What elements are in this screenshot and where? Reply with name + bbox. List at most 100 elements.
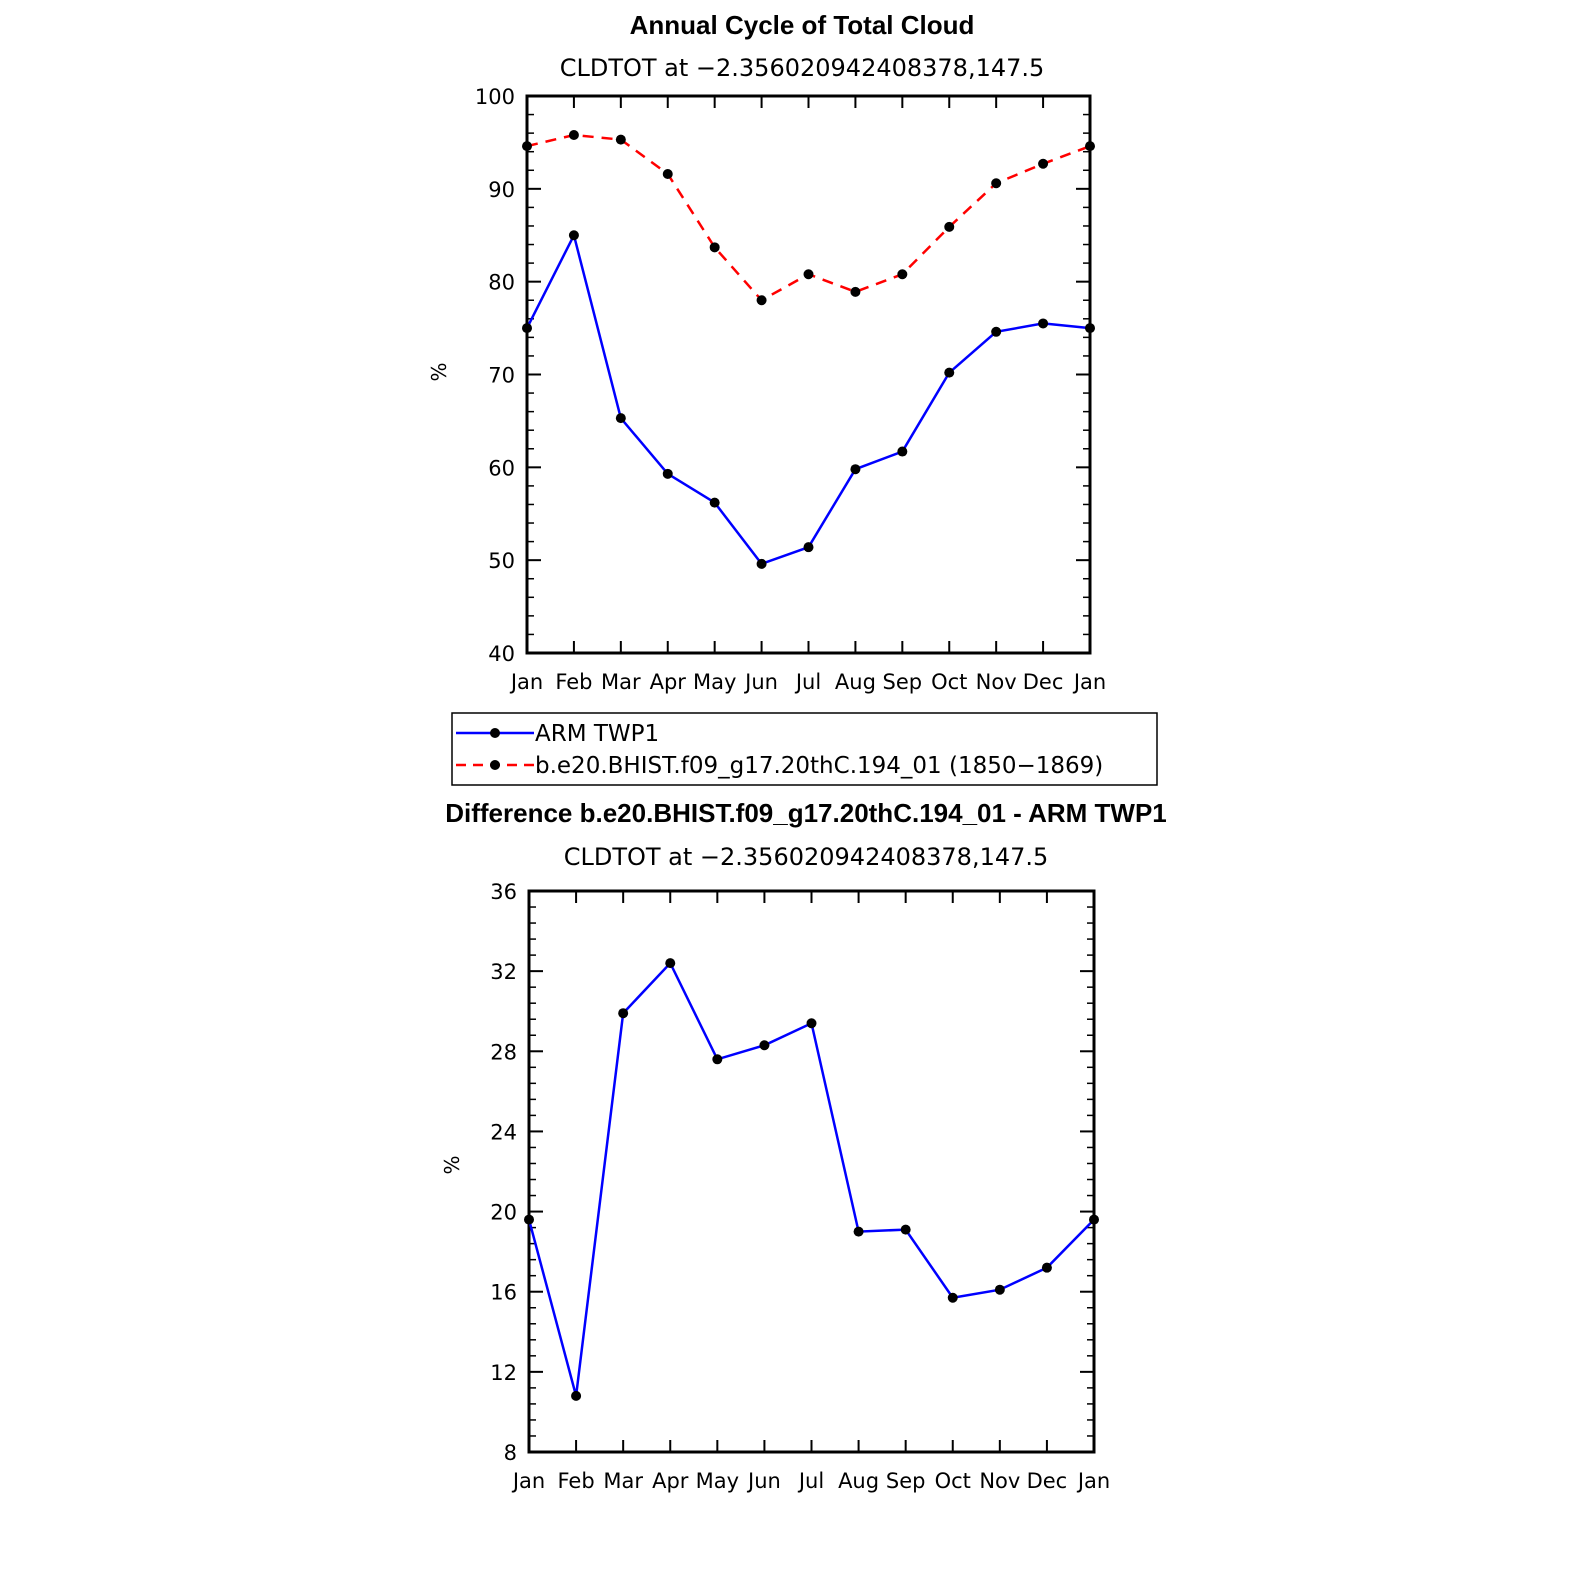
- data-point: [756, 295, 767, 306]
- plot-frame: [525, 94, 1092, 655]
- y-tick-label: 40: [488, 642, 515, 666]
- bottom-chart-title: Difference b.e20.BHIST.f09_g17.20thC.194…: [445, 798, 1167, 828]
- data-point: [1085, 141, 1095, 152]
- x-tick-label: Feb: [555, 670, 592, 694]
- y-tick-label: 80: [488, 271, 515, 295]
- bottom-chart: Difference b.e20.BHIST.f09_g17.20thC.194…: [440, 798, 1167, 1493]
- x-tick-label: Aug: [838, 1469, 879, 1493]
- y-tick-label: 28: [490, 1040, 517, 1064]
- data-point: [662, 468, 673, 479]
- x-tick-label: Sep: [883, 670, 923, 694]
- legend-marker-model: [490, 760, 500, 770]
- legend: ARM TWP1 b.e20.BHIST.f09_g17.20thC.194_0…: [451, 712, 1158, 786]
- x-tick-label: Aug: [835, 670, 876, 694]
- x-tick-label: Jan: [511, 1469, 545, 1493]
- x-tick-label: Jul: [797, 1469, 824, 1493]
- x-tick-label: Sep: [886, 1469, 926, 1493]
- data-point: [806, 1018, 817, 1029]
- x-tick-label: May: [693, 670, 736, 694]
- data-point: [522, 141, 532, 152]
- bottom-chart-axes: Jan Feb Mar Apr May Jun Jul Aug Sep Oct Nov Dec Jan 8…: [490, 880, 1110, 1493]
- x-tick-label: Oct: [935, 1469, 971, 1493]
- x-tick-label: Apr: [652, 1469, 689, 1493]
- data-point: [522, 323, 532, 334]
- legend-marker-arm-twp1: [490, 728, 500, 738]
- data-point: [662, 168, 673, 179]
- bottom-chart-ylabel: %: [440, 1155, 464, 1174]
- data-point: [853, 1226, 864, 1237]
- y-tick-label: 24: [490, 1120, 517, 1144]
- data-point: [947, 1292, 958, 1303]
- x-tick-label: Jan: [1076, 1469, 1110, 1493]
- data-point: [709, 497, 720, 508]
- data-point: [756, 558, 767, 569]
- bottom-chart-subtitle: CLDTOT at −2.356020942408378,147.5: [564, 843, 1049, 871]
- legend-label-model: b.e20.BHIST.f09_g17.20thC.194_01 (1850−1…: [535, 753, 1103, 779]
- x-tick-label: Jun: [746, 1469, 781, 1493]
- data-point: [615, 134, 626, 145]
- data-point: [897, 269, 908, 280]
- series-line-0: [525, 231, 1091, 566]
- data-point: [615, 413, 626, 424]
- data-point: [618, 1008, 629, 1019]
- data-point: [759, 1040, 770, 1051]
- data-point: [665, 958, 676, 969]
- x-tick-label: Feb: [557, 1469, 594, 1493]
- data-point: [524, 1214, 534, 1225]
- y-tick-label: 12: [490, 1361, 517, 1385]
- data-point: [900, 1224, 911, 1235]
- data-point: [568, 129, 579, 140]
- x-tick-label: Jul: [794, 670, 821, 694]
- x-tick-label: Dec: [1027, 1469, 1068, 1493]
- y-tick-label: 16: [490, 1281, 517, 1305]
- top-chart-title: Annual Cycle of Total Cloud: [630, 10, 975, 40]
- y-tick-label: 100: [475, 85, 515, 109]
- x-tick-label: May: [696, 1469, 739, 1493]
- data-point: [994, 1284, 1005, 1295]
- top-chart: Annual Cycle of Total Cloud CLDTOT at −2…: [427, 10, 1106, 694]
- y-tick-label: 32: [490, 960, 517, 984]
- x-tick-label: Jan: [1072, 670, 1106, 694]
- data-point: [897, 446, 908, 457]
- data-point: [850, 286, 861, 297]
- legend-label-arm-twp1: ARM TWP1: [535, 721, 659, 747]
- x-tick-label: Jun: [743, 670, 778, 694]
- data-point: [803, 542, 814, 553]
- plot-frame: [527, 889, 1096, 1454]
- x-tick-label: Nov: [979, 1469, 1020, 1493]
- top-chart-series: [522, 129, 1095, 569]
- data-point: [803, 269, 814, 280]
- data-point: [991, 178, 1002, 189]
- y-tick-label: 20: [490, 1201, 517, 1225]
- y-tick-label: 8: [504, 1441, 517, 1465]
- data-point: [568, 230, 579, 241]
- x-tick-label: Jan: [509, 670, 543, 694]
- data-point: [991, 326, 1002, 337]
- x-tick-label: Oct: [931, 670, 967, 694]
- data-point: [1085, 323, 1095, 334]
- x-tick-label: Dec: [1023, 670, 1064, 694]
- y-tick-label: 36: [490, 880, 517, 904]
- y-tick-label: 70: [488, 364, 515, 388]
- data-point: [850, 464, 861, 475]
- legend-box: [451, 712, 1158, 786]
- top-chart-axes: Jan Feb Mar Apr May Jun Jul Aug Sep Oct Nov Dec Jan 4…: [475, 85, 1106, 694]
- x-tick-label: Apr: [650, 670, 687, 694]
- data-point: [944, 221, 955, 232]
- y-tick-label: 90: [488, 178, 515, 202]
- data-point: [1089, 1214, 1099, 1225]
- x-tick-label: Mar: [601, 670, 641, 694]
- data-point: [1038, 158, 1049, 169]
- y-tick-label: 60: [488, 456, 515, 480]
- data-point: [571, 1390, 582, 1401]
- y-tick-label: 50: [488, 549, 515, 573]
- x-tick-label: Mar: [603, 1469, 643, 1493]
- data-point: [709, 242, 720, 253]
- data-point: [1038, 318, 1049, 329]
- data-point: [944, 367, 955, 378]
- top-chart-subtitle: CLDTOT at −2.356020942408378,147.5: [560, 54, 1045, 82]
- data-point: [712, 1054, 723, 1065]
- top-chart-ylabel: %: [427, 362, 451, 381]
- x-tick-label: Nov: [976, 670, 1017, 694]
